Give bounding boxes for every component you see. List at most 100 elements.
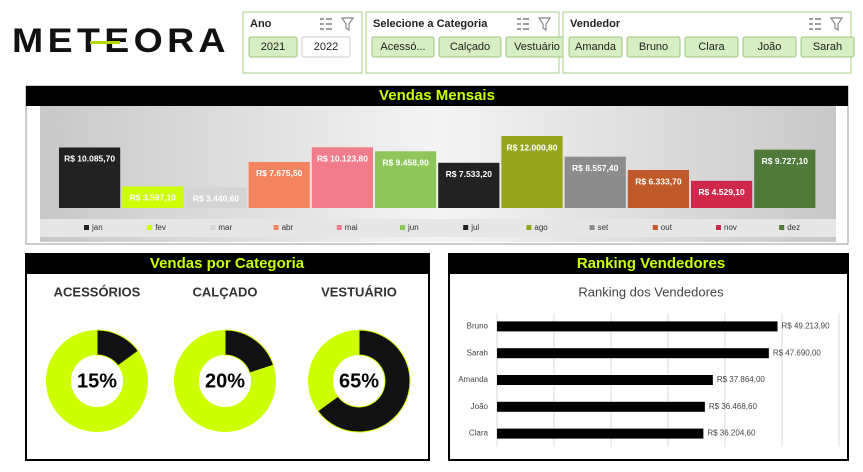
legend-label: mar — [218, 223, 232, 232]
slicer-item[interactable] — [438, 36, 502, 58]
donut-slice — [96, 329, 139, 367]
legend-label: set — [598, 223, 609, 232]
bar — [438, 162, 500, 208]
legend-swatch — [147, 225, 153, 230]
slicer-item-label[interactable]: Calçado — [450, 41, 490, 53]
donut-label: 15% — [77, 370, 117, 392]
y-tick-label: Clara — [469, 429, 489, 438]
slicer-item-label[interactable]: Acessó... — [380, 41, 425, 53]
multi-select-icon[interactable] — [320, 18, 332, 30]
slicer-item-label[interactable]: Sarah — [813, 41, 842, 53]
slicer-item-label[interactable]: Clara — [698, 41, 725, 53]
slicer-item[interactable] — [248, 36, 298, 58]
bar — [691, 180, 753, 208]
bar — [627, 170, 689, 208]
donut-title: VESTUÁRIO — [321, 284, 397, 299]
bar — [497, 401, 705, 412]
slicer-item[interactable] — [568, 36, 623, 58]
legend-label: jan — [91, 223, 103, 232]
data-label: R$ 7.533,20 — [446, 169, 493, 179]
legend-label: abr — [282, 223, 294, 232]
legend-label: ago — [534, 223, 548, 232]
bar — [59, 147, 121, 208]
bar — [497, 348, 769, 359]
legend-swatch — [273, 225, 279, 230]
panel-header — [26, 254, 429, 274]
slicer-title: Vendedor — [570, 18, 621, 30]
chart-title: Ranking Vendedores — [577, 255, 725, 272]
legend-swatch — [336, 225, 342, 230]
data-label: R$ 9.458,90 — [382, 158, 429, 168]
clear-filter-icon[interactable] — [340, 17, 355, 32]
slicer-item[interactable] — [742, 36, 797, 58]
bar — [754, 149, 816, 208]
donut-title: ACESSÓRIOS — [54, 284, 141, 299]
y-tick-label: João — [471, 402, 489, 411]
slicer-item-label[interactable]: Vestuário — [514, 41, 560, 53]
data-label: R$ 6.333,70 — [635, 176, 682, 186]
legend-swatch — [400, 225, 405, 230]
bar — [497, 321, 778, 332]
data-label: R$ 36.468,60 — [709, 402, 758, 411]
donut-title: CALÇADO — [193, 284, 258, 299]
bar — [501, 136, 563, 208]
data-label: R$ 7.675,50 — [256, 168, 303, 178]
data-label: R$ 10.123,80 — [317, 154, 368, 164]
legend-label: fev — [155, 223, 166, 232]
bar — [375, 151, 437, 208]
clear-filter-icon[interactable] — [829, 17, 844, 32]
chart-subtitle: Ranking dos Vendedores — [578, 284, 724, 299]
bar — [497, 375, 713, 385]
data-label: R$ 8.557,40 — [572, 163, 619, 173]
donut-hole — [200, 356, 250, 406]
legend-label: jun — [407, 223, 419, 232]
data-label: R$ 12.000,80 — [506, 142, 557, 152]
legend-label: out — [661, 223, 673, 232]
legend-label: nov — [724, 223, 737, 232]
data-label: R$ 36.204,60 — [707, 429, 756, 438]
slicer-title: Selecione a Categoria — [373, 18, 488, 30]
slicer-item[interactable] — [626, 36, 681, 58]
bar — [248, 161, 310, 208]
slicer-item[interactable] — [684, 36, 739, 58]
slicer-title: Ano — [250, 18, 272, 30]
y-tick-label: Amanda — [458, 375, 488, 384]
slicer-item[interactable] — [371, 36, 435, 58]
donut-label: 20% — [205, 370, 245, 392]
slicer-item-label[interactable]: 2021 — [261, 41, 285, 53]
slicer-item-label[interactable]: João — [758, 41, 782, 53]
panel-header — [449, 254, 848, 274]
bar — [564, 156, 626, 208]
slicer-item[interactable] — [301, 36, 351, 58]
data-label: R$ 9.727,10 — [762, 156, 809, 166]
chart-title: Vendas Mensais — [379, 87, 495, 104]
multi-select-icon[interactable] — [517, 18, 529, 30]
donut-label: 65% — [339, 370, 379, 392]
logo: METEORA — [12, 22, 230, 60]
legend-label: jul — [470, 223, 479, 232]
bar — [122, 186, 184, 208]
legend-swatch — [210, 225, 216, 230]
y-tick-label: Bruno — [467, 322, 489, 331]
multi-select-icon[interactable] — [809, 18, 821, 30]
chart-title: Vendas por Categoria — [150, 255, 305, 272]
legend-swatch — [652, 225, 658, 230]
slicer-item-label[interactable]: 2022 — [314, 41, 338, 53]
clear-filter-icon[interactable] — [537, 17, 552, 32]
slicer-item-label[interactable]: Amanda — [575, 41, 617, 53]
legend-swatch — [589, 225, 595, 230]
legend-swatch — [779, 225, 785, 230]
bar — [185, 187, 247, 208]
legend-swatch — [463, 225, 469, 230]
legend-box — [40, 219, 836, 237]
legend-swatch — [84, 225, 89, 230]
slicer-item-label[interactable]: Bruno — [639, 41, 668, 53]
donut-slice — [317, 329, 411, 433]
data-label: R$ 3.440,60 — [193, 194, 240, 204]
bar — [311, 147, 373, 208]
data-label: R$ 47.690,00 — [773, 348, 822, 357]
data-label: R$ 10.085,70 — [64, 154, 115, 164]
legend-label: mai — [345, 223, 358, 232]
slicer-item[interactable] — [800, 36, 855, 58]
